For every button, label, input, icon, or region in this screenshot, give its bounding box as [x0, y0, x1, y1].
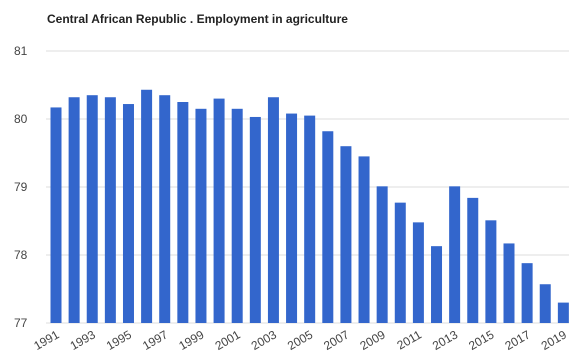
x-tick-label: 2003	[249, 327, 279, 353]
x-tick-label: 2001	[213, 327, 243, 353]
bar-2019	[557, 302, 569, 323]
x-tick-label: 1999	[176, 327, 206, 353]
x-tick-label: 2019	[539, 327, 569, 353]
bar-2004	[286, 113, 298, 323]
bar-1993	[86, 95, 98, 323]
bar-2012	[431, 246, 443, 323]
x-tick-label: 2015	[466, 327, 496, 353]
bar-1996	[141, 89, 153, 323]
x-tick-label: 2005	[285, 327, 315, 353]
bar-2001	[231, 108, 243, 323]
chart-title: Central African Republic . Employment in…	[47, 12, 348, 26]
bar-2010	[394, 202, 406, 323]
y-tick-label: 78	[14, 248, 28, 262]
x-tick-label: 1991	[31, 327, 61, 353]
y-tick-label: 77	[14, 316, 28, 330]
bar-2009	[376, 186, 388, 323]
x-tick-label: 1995	[104, 327, 134, 353]
x-axis-labels: 1991 1993 1995 1997 1999 2001 2003 2005 2007 2009…	[31, 327, 569, 353]
bar-2006	[322, 131, 334, 323]
x-tick-label: 1997	[140, 327, 170, 353]
bar-2000	[213, 98, 225, 323]
bar-2008	[358, 156, 370, 323]
bar-2014	[467, 197, 479, 323]
bar-2011	[412, 222, 424, 323]
x-tick-label: 2007	[321, 327, 351, 353]
bar-1992	[68, 97, 80, 324]
bar-2002	[249, 116, 261, 324]
bar-2018	[539, 284, 551, 323]
bar-2015	[485, 220, 497, 323]
bar-2013	[449, 186, 461, 323]
bar-1994	[104, 97, 116, 324]
bars	[50, 89, 569, 324]
bar-1997	[159, 95, 171, 323]
x-tick-label: 2009	[358, 327, 388, 353]
bar-2003	[267, 97, 279, 324]
x-tick-label: 2013	[430, 327, 460, 353]
y-tick-label: 81	[14, 44, 28, 58]
bar-2007	[340, 146, 352, 323]
bar-2017	[521, 263, 533, 323]
y-axis-labels: 77 78 79 80 81	[14, 44, 28, 330]
x-tick-label: 2011	[395, 327, 425, 352]
bar-2016	[503, 243, 515, 323]
y-tick-label: 80	[14, 112, 28, 126]
x-tick-label: 1993	[68, 327, 98, 353]
y-tick-label: 79	[14, 180, 28, 194]
bar-1995	[122, 104, 134, 323]
bar-1991	[50, 107, 62, 323]
bar-1999	[195, 108, 207, 323]
x-tick-label: 2017	[502, 327, 532, 353]
bar-2005	[304, 115, 316, 323]
bar-1998	[177, 102, 189, 323]
